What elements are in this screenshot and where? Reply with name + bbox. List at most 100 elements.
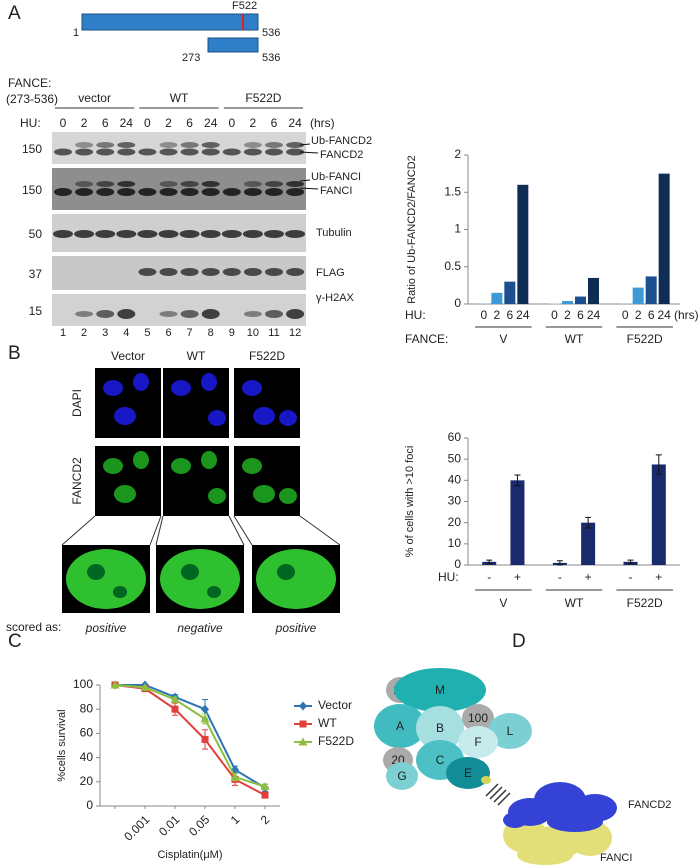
nucleus <box>242 458 262 474</box>
score: positive <box>85 621 127 635</box>
series-label: 24 <box>516 308 530 322</box>
nucleus <box>208 410 226 426</box>
x-tick-label: 2 <box>258 812 273 827</box>
blot-band <box>201 148 220 156</box>
lane-number: 8 <box>208 327 214 339</box>
bar <box>549 303 560 305</box>
nucleolus <box>181 564 199 580</box>
blot-band <box>138 148 157 156</box>
panel-label: B <box>8 343 21 364</box>
x-tick-label: WT <box>565 596 584 610</box>
nucleus <box>208 488 226 504</box>
blot-band <box>200 230 221 238</box>
nucleolus <box>207 586 221 598</box>
marker <box>260 782 270 791</box>
group-label: WT <box>170 91 189 105</box>
micrograph <box>95 368 161 438</box>
y-tick-label: 0.5 <box>444 259 461 273</box>
column-label: Vector <box>111 349 145 363</box>
blot-band <box>117 148 136 156</box>
blot-band <box>264 230 284 238</box>
nucleus <box>279 488 297 504</box>
blot-band <box>201 142 220 148</box>
nucleus <box>103 380 123 396</box>
fanci-structure <box>517 845 573 865</box>
legend-label: Vector <box>318 698 352 712</box>
legend-label: F522D <box>318 734 354 748</box>
blot-label: γ-H2AX <box>316 292 355 304</box>
legend-marker <box>299 720 307 728</box>
fance-label: (273-536) <box>6 92 58 106</box>
subunit-label: G <box>397 769 406 783</box>
marker <box>110 680 120 689</box>
blot-band <box>265 142 283 148</box>
hu-unit: (hrs) <box>310 116 335 130</box>
blot-band <box>180 181 199 187</box>
y-tick-label: 40 <box>80 750 94 764</box>
micrograph <box>234 446 300 516</box>
series-label: - <box>558 570 562 584</box>
bar <box>491 292 503 304</box>
mutation-label: F522 <box>232 0 257 12</box>
lane-number: 4 <box>123 327 129 339</box>
micrograph <box>234 368 300 438</box>
subunit-label: M <box>435 683 445 697</box>
marker <box>171 705 179 713</box>
bar <box>632 287 644 304</box>
blot-mw: 15 <box>29 304 43 318</box>
subunit <box>374 704 426 748</box>
y-tick-label: 30 <box>448 494 462 508</box>
y-tick-label: 2 <box>454 147 461 161</box>
blot-band <box>286 148 305 156</box>
blot-band <box>265 188 283 196</box>
blot-band <box>222 268 241 276</box>
blot-band <box>75 311 94 317</box>
blot-band <box>243 148 262 156</box>
series-row-label: HU: <box>405 308 426 322</box>
blot-band <box>285 230 306 238</box>
blot-band <box>180 148 199 156</box>
micrograph <box>95 446 161 516</box>
fragment-start: 273 <box>182 52 200 64</box>
legend-marker <box>298 737 308 746</box>
fancd2-structure <box>534 782 586 818</box>
micrograph <box>163 446 229 516</box>
blot-band <box>96 188 115 196</box>
y-tick-label: 50 <box>448 451 462 465</box>
blot-band <box>158 230 179 238</box>
blot-label: FANCI <box>320 185 352 197</box>
blot-band <box>222 148 241 156</box>
blot <box>52 168 306 210</box>
series-label: 2 <box>564 308 571 322</box>
score: negative <box>177 621 223 635</box>
series-label: 24 <box>587 308 601 322</box>
hu-time: 0 <box>228 116 235 130</box>
fance-full-length <box>81 13 259 31</box>
lane-number: 5 <box>144 327 150 339</box>
lane-number: 2 <box>81 327 87 339</box>
bar <box>588 277 599 304</box>
fance-fragment <box>207 37 259 53</box>
bar <box>651 464 666 565</box>
marker <box>261 791 269 799</box>
error-bar <box>627 559 634 565</box>
y-axis-label: %cells survival <box>56 709 68 781</box>
fancd2-structure <box>547 812 603 832</box>
subunit-label: C <box>436 753 445 767</box>
blot-band <box>96 148 115 156</box>
arrow <box>299 151 319 154</box>
blot-label: Tubulin <box>316 227 352 239</box>
hu-time: 24 <box>120 116 134 130</box>
blot-band <box>53 230 73 238</box>
group-label: vector <box>78 91 111 105</box>
micrograph <box>163 368 229 438</box>
blot-band <box>201 188 220 196</box>
lane-number: 12 <box>289 327 301 339</box>
x-tick-label: 0.001 <box>121 812 152 843</box>
fance-label: FANCE: <box>8 76 51 90</box>
blot-band <box>95 230 116 238</box>
nucleus <box>201 373 217 391</box>
y-tick-label: 10 <box>448 536 462 550</box>
blot-band <box>138 188 157 196</box>
bar <box>504 281 516 304</box>
